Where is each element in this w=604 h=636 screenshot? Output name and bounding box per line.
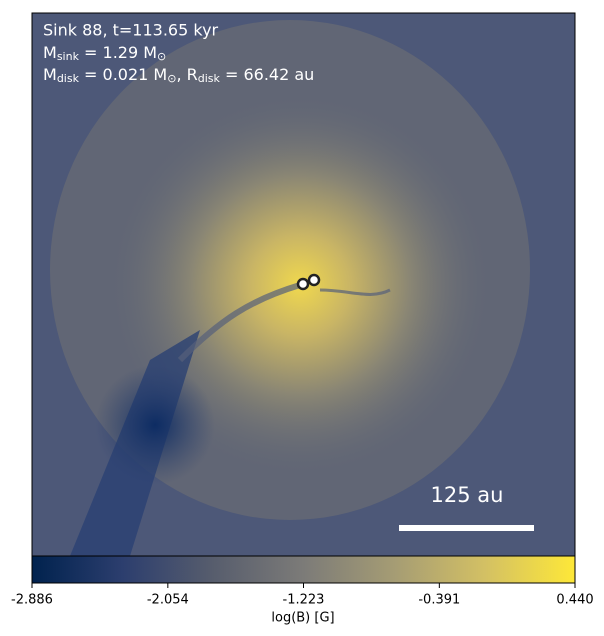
tick-label: -0.391 (418, 593, 460, 608)
disk-info: Mdisk = 0.021 M⊙, Rdisk = 66.42 au (43, 65, 314, 86)
sink-mass: Msink = 1.29 M⊙ (43, 43, 166, 64)
tick-label: -2.054 (147, 593, 189, 608)
text-part: , R (176, 65, 197, 84)
subscript: disk (198, 72, 221, 85)
tick-label: -1.223 (283, 593, 325, 608)
text-part: M (43, 43, 57, 62)
scale-label: 125 au (431, 483, 504, 507)
colorbar (31, 555, 576, 584)
sink (296, 277, 310, 291)
subscript: ⊙ (157, 50, 166, 63)
text-part: = 66.42 au (220, 65, 314, 84)
sink (307, 273, 321, 287)
subscript: disk (57, 72, 80, 85)
colorbar-label: log(B) [G] (271, 611, 334, 626)
subscript: sink (57, 50, 80, 63)
subscript: ⊙ (167, 72, 176, 85)
tick-label: 0.440 (556, 593, 593, 608)
tick-label: -2.886 (11, 593, 53, 608)
text-part: = 1.29 M (79, 43, 157, 62)
title: Sink 88, t=113.65 kyr (43, 21, 219, 40)
text-part: M (43, 65, 57, 84)
field-image (32, 13, 575, 556)
text-part: = 0.021 M (79, 65, 167, 84)
